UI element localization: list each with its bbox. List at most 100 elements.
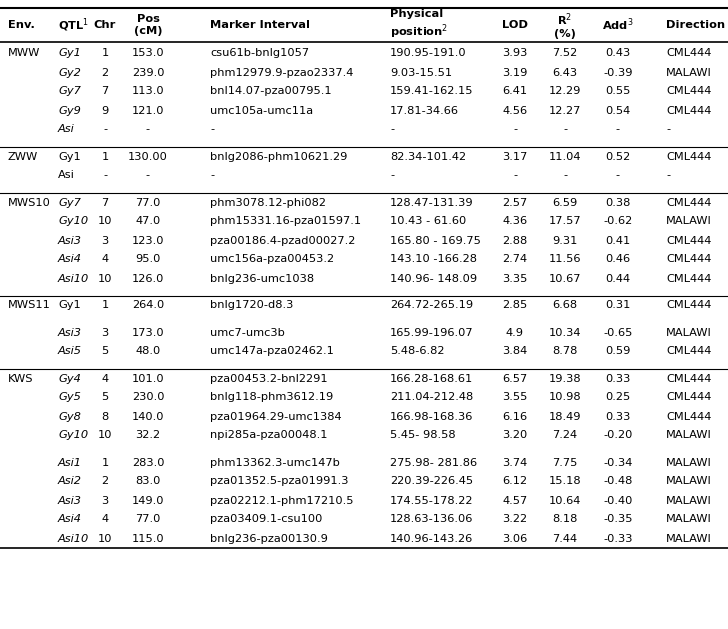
Text: MALAWI: MALAWI	[666, 457, 712, 467]
Text: Pos
(cM): Pos (cM)	[134, 14, 162, 36]
Text: MALAWI: MALAWI	[666, 477, 712, 486]
Text: 4.36: 4.36	[502, 216, 528, 226]
Text: 166.98-168.36: 166.98-168.36	[390, 411, 473, 421]
Text: pza00453.2-bnl2291: pza00453.2-bnl2291	[210, 374, 328, 384]
Text: -: -	[616, 125, 620, 135]
Text: -: -	[146, 170, 150, 181]
Text: 140.96- 148.09: 140.96- 148.09	[390, 274, 477, 284]
Text: 220.39-226.45: 220.39-226.45	[390, 477, 473, 486]
Text: 7.75: 7.75	[553, 457, 578, 467]
Text: 7.52: 7.52	[553, 48, 577, 58]
Text: 2.88: 2.88	[502, 235, 528, 245]
Text: pza01964.29-umc1384: pza01964.29-umc1384	[210, 411, 341, 421]
Text: Asi: Asi	[58, 125, 75, 135]
Text: 17.57: 17.57	[549, 216, 582, 226]
Text: Gy5: Gy5	[58, 392, 81, 403]
Text: 1: 1	[101, 48, 108, 58]
Text: 149.0: 149.0	[132, 496, 165, 506]
Text: 4.56: 4.56	[502, 106, 528, 116]
Text: Physical
position$^2$: Physical position$^2$	[390, 9, 448, 41]
Text: 153.0: 153.0	[132, 48, 165, 58]
Text: 143.10 -166.28: 143.10 -166.28	[390, 255, 477, 265]
Text: csu61b-bnlg1057: csu61b-bnlg1057	[210, 48, 309, 58]
Text: bnlg236-umc1038: bnlg236-umc1038	[210, 274, 314, 284]
Text: Chr: Chr	[94, 20, 116, 30]
Text: phm15331.16-pza01597.1: phm15331.16-pza01597.1	[210, 216, 361, 226]
Text: CML444: CML444	[666, 87, 711, 96]
Text: -0.20: -0.20	[604, 430, 633, 440]
Text: Env.: Env.	[8, 20, 35, 30]
Text: 6.16: 6.16	[502, 411, 528, 421]
Text: 7.24: 7.24	[553, 430, 577, 440]
Text: bnl14.07-pza00795.1: bnl14.07-pza00795.1	[210, 87, 332, 96]
Text: 12.27: 12.27	[549, 106, 581, 116]
Text: 121.0: 121.0	[132, 106, 165, 116]
Text: 230.0: 230.0	[132, 392, 165, 403]
Text: pza01352.5-pza01991.3: pza01352.5-pza01991.3	[210, 477, 349, 486]
Text: 10.64: 10.64	[549, 496, 581, 506]
Text: 2.74: 2.74	[502, 255, 528, 265]
Text: 83.0: 83.0	[135, 477, 161, 486]
Text: CML444: CML444	[666, 198, 711, 208]
Text: 165.99-196.07: 165.99-196.07	[390, 328, 474, 338]
Text: -0.35: -0.35	[604, 515, 633, 525]
Text: Asi4: Asi4	[58, 255, 82, 265]
Text: ZWW: ZWW	[8, 152, 39, 162]
Text: 5.45- 98.58: 5.45- 98.58	[390, 430, 456, 440]
Text: -: -	[103, 170, 107, 181]
Text: 95.0: 95.0	[135, 255, 161, 265]
Text: Gy7: Gy7	[58, 198, 81, 208]
Text: umc147a-pza02462.1: umc147a-pza02462.1	[210, 347, 334, 357]
Text: Asi3: Asi3	[58, 328, 82, 338]
Text: Gy2: Gy2	[58, 67, 81, 77]
Text: 8: 8	[101, 411, 108, 421]
Text: 77.0: 77.0	[135, 515, 161, 525]
Text: 275.98- 281.86: 275.98- 281.86	[390, 457, 477, 467]
Text: 101.0: 101.0	[132, 374, 165, 384]
Text: CML444: CML444	[666, 301, 711, 311]
Text: 0.31: 0.31	[605, 301, 630, 311]
Text: -: -	[390, 170, 394, 181]
Text: phm3078.12-phi082: phm3078.12-phi082	[210, 198, 326, 208]
Text: -0.62: -0.62	[604, 216, 633, 226]
Text: 2: 2	[101, 477, 108, 486]
Text: 10.34: 10.34	[549, 328, 581, 338]
Text: MWS11: MWS11	[8, 301, 51, 311]
Text: 47.0: 47.0	[135, 216, 161, 226]
Text: Gy7: Gy7	[58, 87, 81, 96]
Text: CML444: CML444	[666, 106, 711, 116]
Text: umc156a-pza00453.2: umc156a-pza00453.2	[210, 255, 334, 265]
Text: 8.18: 8.18	[553, 515, 578, 525]
Text: -: -	[563, 170, 567, 181]
Text: 140.96-143.26: 140.96-143.26	[390, 533, 473, 543]
Text: 1: 1	[101, 152, 108, 162]
Text: CML444: CML444	[666, 347, 711, 357]
Text: Asi4: Asi4	[58, 515, 82, 525]
Text: umc7-umc3b: umc7-umc3b	[210, 328, 285, 338]
Text: 123.0: 123.0	[132, 235, 165, 245]
Text: 10.43 - 61.60: 10.43 - 61.60	[390, 216, 466, 226]
Text: 173.0: 173.0	[132, 328, 165, 338]
Text: QTL$^1$: QTL$^1$	[58, 16, 89, 34]
Text: 6.43: 6.43	[553, 67, 577, 77]
Text: 0.25: 0.25	[606, 392, 630, 403]
Text: 174.55-178.22: 174.55-178.22	[390, 496, 473, 506]
Text: 0.52: 0.52	[606, 152, 630, 162]
Text: bnlg2086-phm10621.29: bnlg2086-phm10621.29	[210, 152, 347, 162]
Text: 264.72-265.19: 264.72-265.19	[390, 301, 473, 311]
Text: 19.38: 19.38	[549, 374, 582, 384]
Text: 10.67: 10.67	[549, 274, 581, 284]
Text: Asi3: Asi3	[58, 235, 82, 245]
Text: -0.34: -0.34	[604, 457, 633, 467]
Text: KWS: KWS	[8, 374, 33, 384]
Text: MWW: MWW	[8, 48, 40, 58]
Text: 4.57: 4.57	[502, 496, 528, 506]
Text: Gy10: Gy10	[58, 216, 88, 226]
Text: CML444: CML444	[666, 274, 711, 284]
Text: MWS10: MWS10	[8, 198, 51, 208]
Text: MALAWI: MALAWI	[666, 496, 712, 506]
Text: MALAWI: MALAWI	[666, 430, 712, 440]
Text: CML444: CML444	[666, 48, 711, 58]
Text: 9: 9	[101, 106, 108, 116]
Text: Asi1: Asi1	[58, 457, 82, 467]
